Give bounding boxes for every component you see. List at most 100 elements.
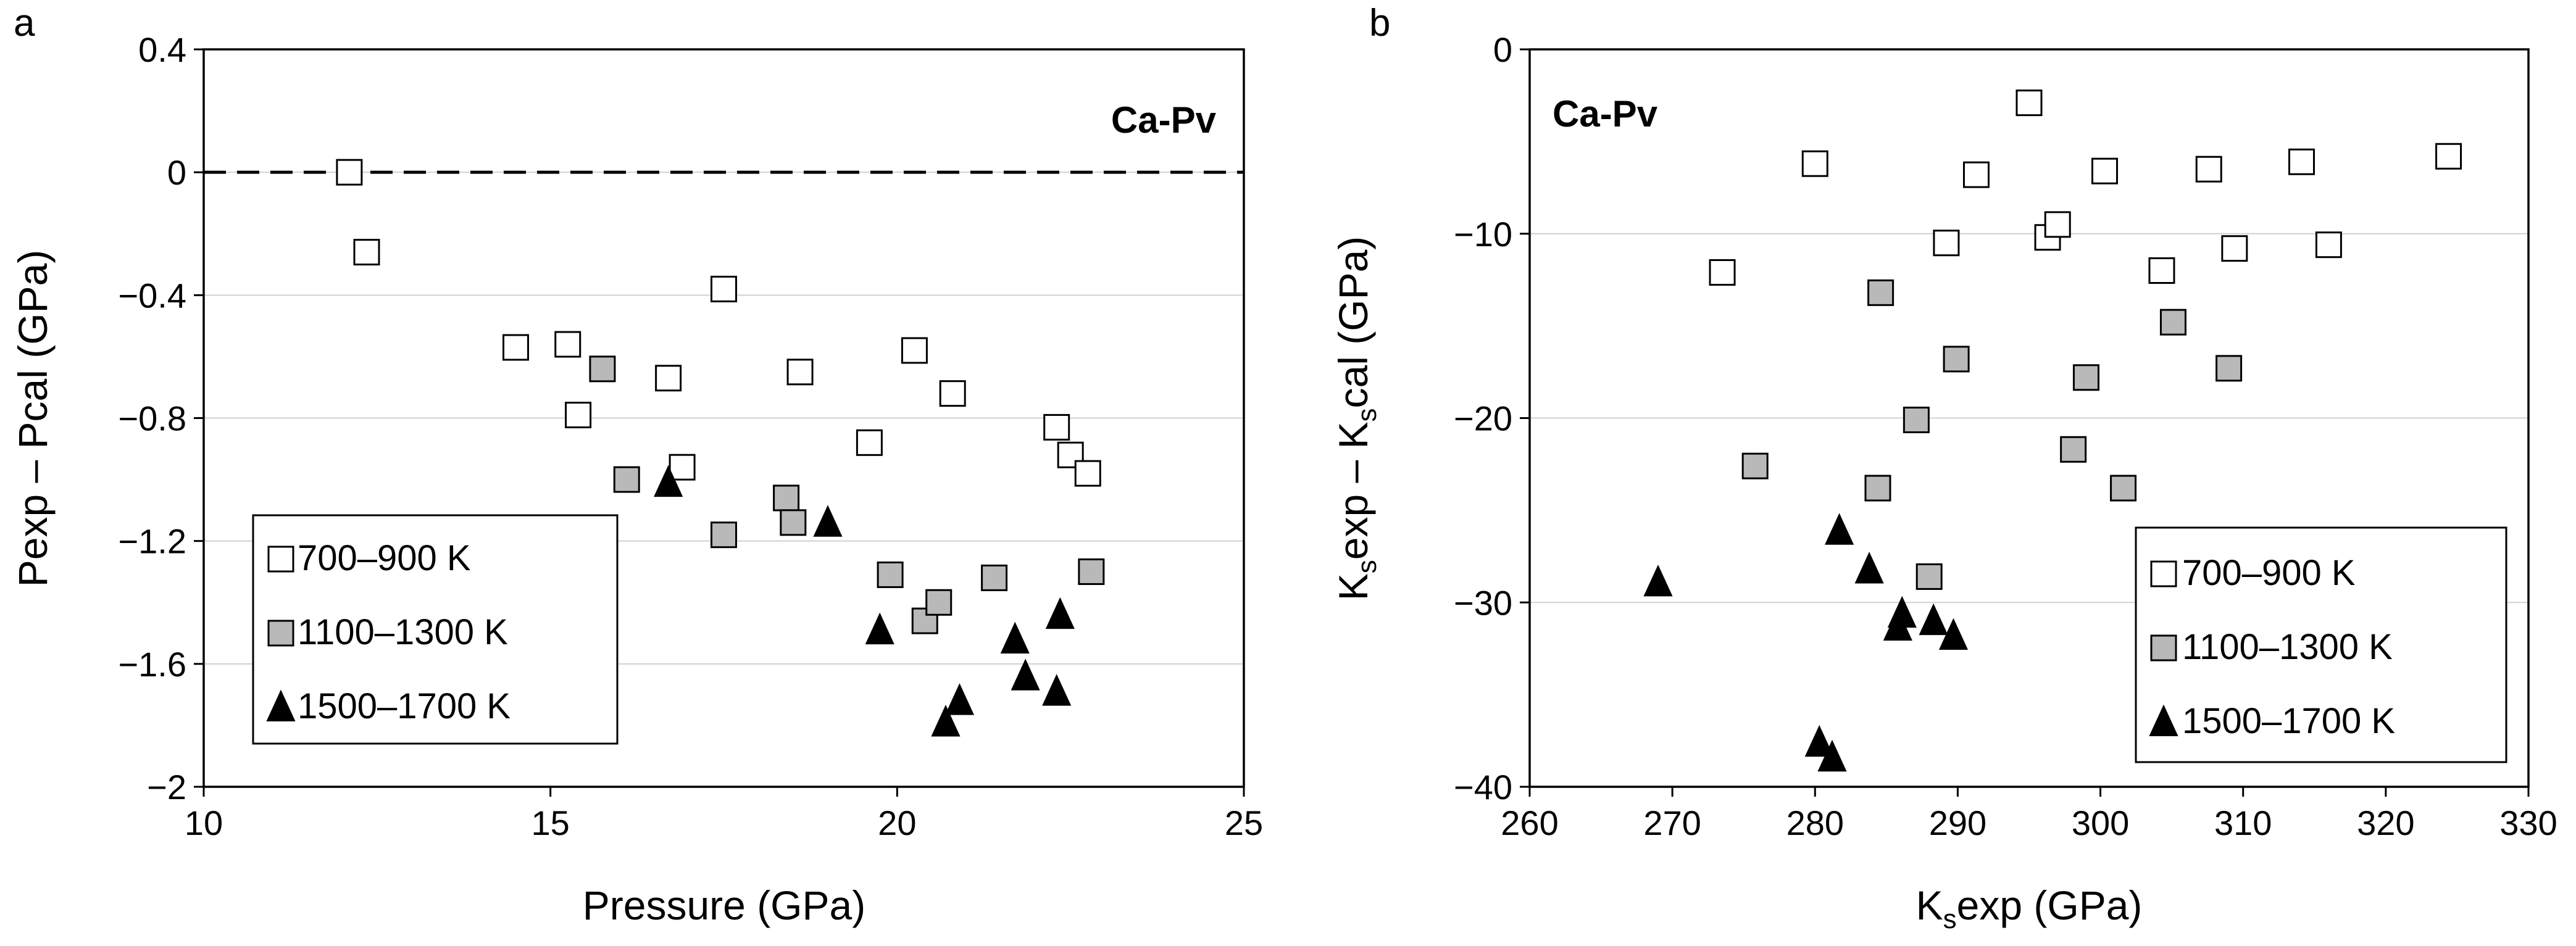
panel-b-point-series2 <box>1903 406 1930 433</box>
panel-b-legend-box <box>2135 526 2507 763</box>
panel-b-x-tick-label: 270 <box>1643 803 1701 842</box>
panel-b-letter: b <box>1369 2 1390 44</box>
panel-b-point-series2 <box>1915 563 1943 590</box>
panel-a-point-series3 <box>865 612 894 645</box>
panel-a-legend-label-3: 1500–1700 K <box>298 686 511 726</box>
panel-b-legend-marker-2 <box>2150 634 2177 662</box>
panel-b-point-series2 <box>2110 475 2137 502</box>
panel-a-point-series2 <box>780 509 807 536</box>
panel-b: b 260 270 280 290 300 310 320 330 0 −10 −20 −30 −40… <box>1330 2 2557 934</box>
panel-b-point-series1 <box>2044 211 2071 238</box>
panel-b-point-series2 <box>2072 364 2099 391</box>
panel-a-point-series3 <box>1000 621 1030 653</box>
panel-a-point-series1 <box>655 365 682 392</box>
panel-a-x-tick-label: 10 <box>185 803 223 842</box>
panel-b-y-label: Ksexp – Kscal (GPa) <box>1330 236 1382 601</box>
panel-b-x-ticks: 260 270 280 290 300 310 320 330 <box>1501 787 2557 842</box>
panel-a-point-series1 <box>336 159 363 186</box>
panel-a-point-series1 <box>502 334 529 361</box>
panel-b-point-series3 <box>1643 564 1673 597</box>
panel-b-y-tick-label: −20 <box>1454 399 1512 438</box>
panel-a-point-series2 <box>613 466 640 493</box>
panel-a-title: Ca-Pv <box>1111 99 1217 141</box>
panel-a-y-tick-label: −2 <box>147 768 186 807</box>
panel-b-point-series3 <box>1825 513 1854 545</box>
panel-b-point-series1 <box>1933 230 1960 257</box>
panel-b-point-series2 <box>1864 475 1891 502</box>
panel-a-point-series2 <box>711 521 737 549</box>
panel-b-points <box>1643 89 2462 772</box>
panel-a-point-series3 <box>1011 658 1040 691</box>
panel-b-point-series1 <box>1962 161 1990 188</box>
panel-b-point-series3 <box>1919 603 1948 636</box>
panel-b-point-series2 <box>2060 436 2087 463</box>
panel-b-legend-label-1: 700–900 K <box>2182 553 2356 593</box>
panel-b-point-series1 <box>2015 89 2043 117</box>
panel-a-point-series1 <box>669 454 696 481</box>
panel-a-x-tick-label: 15 <box>531 803 570 842</box>
panel-b-x-tick-label: 310 <box>2214 803 2272 842</box>
panel-b-x-tick-label: 290 <box>1929 803 1986 842</box>
panel-b-point-series1 <box>2435 143 2462 170</box>
panel-a-y-tick-label: 0 <box>167 153 186 192</box>
panel-b-point-series1 <box>2288 148 2315 175</box>
panel-a-y-ticks: 0.4 0 −0.4 −0.8 −1.2 −1.6 −2 <box>118 30 204 807</box>
panel-a-y-tick-label: −0.8 <box>118 399 186 438</box>
panel-b-point-series1 <box>1801 150 1828 177</box>
panel-a-point-series1 <box>711 275 737 302</box>
panel-b-legend-label-3: 1500–1700 K <box>2182 701 2395 741</box>
panel-b-point-series2 <box>1867 279 1894 306</box>
panel-b-point-series3 <box>1887 595 1917 628</box>
panel-b-x-tick-label: 320 <box>2357 803 2414 842</box>
panel-a-point-series2 <box>877 561 904 588</box>
panel-b-y-tick-label: −30 <box>1454 583 1512 622</box>
panel-b-point-series3 <box>1854 552 1884 584</box>
panel-a-point-series2 <box>589 355 616 383</box>
panel-a-x-label: Pressure (GPa) <box>583 882 865 928</box>
panel-a-y-tick-label: −1.2 <box>118 522 186 561</box>
panel-a-legend-marker-2 <box>267 620 294 647</box>
panel-b-point-series1 <box>2221 235 2248 262</box>
panel-b-x-label: Ksexp (GPa) <box>1916 882 2143 934</box>
panel-b-point-series1 <box>2195 156 2222 183</box>
panel-a-point-series1 <box>786 359 814 386</box>
panel-a-point-series1 <box>353 239 380 266</box>
panel-b-point-series3 <box>1804 724 1834 757</box>
panel-a: a 10 15 20 25 0.40−0.4−0.8−1.2−1.6−2 Ca-Pv … <box>10 2 1263 928</box>
panel-a-point-series3 <box>813 505 843 537</box>
panel-a-legend-label-2: 1100–1300 K <box>298 612 508 652</box>
panel-a-point-series1 <box>565 402 592 429</box>
panel-a-legend-marker-1 <box>267 546 294 573</box>
panel-b-y-tick-label: −10 <box>1454 215 1512 254</box>
panel-b-legend: 700–900 K 1100–1300 K 1500–1700 K <box>2135 526 2507 763</box>
panel-a-legend-marker-3 <box>266 689 296 721</box>
panel-a-point-series2 <box>1078 558 1105 585</box>
panel-a-legend-label-1: 700–900 K <box>298 538 471 578</box>
panel-a-legend: 700–900 K 1100–1300 K 1500–1700 K <box>252 514 619 745</box>
panel-a-point-series2 <box>925 589 952 616</box>
panel-a-point-series1 <box>554 331 581 358</box>
panel-b-x-tick-label: 280 <box>1786 803 1844 842</box>
panel-a-point-series3 <box>1045 597 1075 629</box>
panel-b-point-series1 <box>2315 231 2342 259</box>
panel-a-point-series3 <box>944 683 974 715</box>
panel-a-y-tick-label: −1.6 <box>118 645 186 684</box>
panel-b-legend-marker-3 <box>2149 704 2178 736</box>
panel-b-point-series3 <box>1817 739 1847 772</box>
panel-a-y-tick-label: −0.4 <box>118 276 186 315</box>
panel-a-point-series1 <box>1074 460 1101 487</box>
panel-b-point-series1 <box>2148 257 2175 284</box>
panel-a-y-label: Pexp – Pcal (GPa) <box>10 250 56 587</box>
panel-b-legend-label-2: 1100–1300 K <box>2182 627 2393 667</box>
panel-a-point-series3 <box>654 465 683 497</box>
panel-b-y-tick-label: −40 <box>1454 768 1512 807</box>
panel-b-x-tick-label: 300 <box>2072 803 2129 842</box>
panel-a-point-series1 <box>856 429 883 456</box>
panel-b-y-ticks: 0 −10 −20 −30 −40 <box>1454 30 1530 807</box>
panel-a-point-series3 <box>931 705 961 737</box>
panel-b-point-series2 <box>1943 346 1970 373</box>
panel-a-point-series2 <box>773 484 800 512</box>
panel-b-point-series2 <box>1741 452 1769 479</box>
panel-a-points <box>336 159 1105 737</box>
